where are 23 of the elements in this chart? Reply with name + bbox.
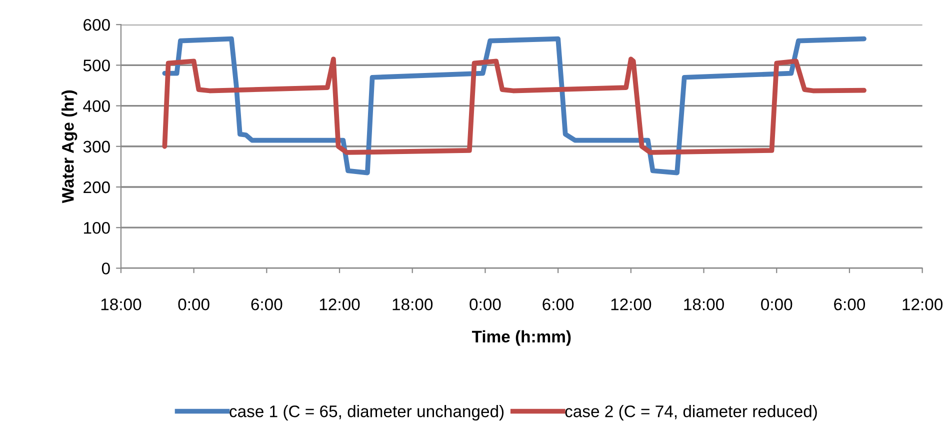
y-tick-label: 200 bbox=[84, 181, 110, 194]
y-tick-label: 500 bbox=[83, 60, 110, 72]
x-tick-label: 0:00 bbox=[470, 298, 501, 310]
y-tick-label: 0 bbox=[102, 262, 110, 274]
x-tick-label: 12:00 bbox=[611, 298, 652, 310]
y-tick-label: 100 bbox=[84, 222, 110, 234]
x-tick-label: 0:00 bbox=[178, 298, 210, 310]
x-tick-label: 12:00 bbox=[902, 298, 943, 310]
x-tick-label: 12:00 bbox=[320, 298, 360, 310]
x-tick-label: 6:00 bbox=[542, 298, 574, 310]
x-tick-label: 18:00 bbox=[392, 298, 433, 310]
y-tick-label: 300 bbox=[83, 140, 110, 153]
y-tick-label: 600 bbox=[84, 18, 110, 31]
legend-label: case 1 (C = 65, diameter unchanged) bbox=[230, 405, 504, 421]
x-tick-label: 18:00 bbox=[684, 298, 724, 310]
x-tick-label: 0:00 bbox=[761, 298, 792, 310]
x-axis-title: Time (h:mm) bbox=[472, 330, 571, 346]
y-tick-label: 400 bbox=[83, 100, 110, 112]
legend-label: case 2 (C = 74, diameter reduced) bbox=[565, 405, 817, 421]
x-tick-label: 6:00 bbox=[834, 298, 866, 310]
x-tick-label: 6:00 bbox=[251, 298, 282, 310]
y-axis-title: Water Age (hr) bbox=[62, 90, 78, 204]
x-tick-label: 18:00 bbox=[101, 298, 142, 310]
